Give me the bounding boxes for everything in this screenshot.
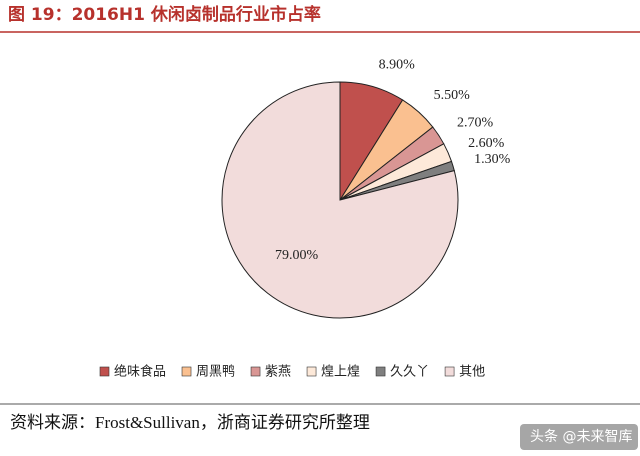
legend-swatch [99,366,110,377]
data-label: 1.30% [474,152,511,167]
legend-swatch [181,366,192,377]
data-label: 2.70% [457,115,494,130]
data-label: 5.50% [434,88,471,103]
data-label: 2.60% [468,136,505,151]
legend-label: 久久丫 [390,365,429,380]
source: 资料来源：Frost&Sullivan，浙商证券研究所整理 [10,413,370,432]
legend-label: 其他 [459,365,485,380]
legend-label: 煌上煌 [321,365,360,380]
chart-title: 图 19：2016H1 休闲卤制品行业市占率 [8,4,321,25]
legend-swatch [375,366,386,377]
legend-label: 绝味食品 [114,364,166,380]
watermark: 头条 @未来智库 [530,428,632,445]
legend-swatch [444,366,455,377]
legend-label: 紫燕 [265,365,291,380]
legend-swatch [306,366,317,377]
pie-slice [221,81,459,319]
data-label: 8.90% [379,58,416,73]
legend-swatch [250,366,261,377]
legend-label: 周黑鸭 [196,365,235,380]
data-label: 79.00% [275,248,319,263]
watermark-bg [520,424,638,450]
